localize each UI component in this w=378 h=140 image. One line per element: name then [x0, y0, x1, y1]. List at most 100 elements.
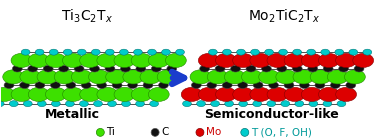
Ellipse shape [251, 49, 259, 55]
Ellipse shape [198, 53, 219, 67]
Ellipse shape [64, 49, 72, 55]
Ellipse shape [215, 53, 236, 67]
Ellipse shape [323, 65, 333, 72]
Text: Ti$_3$C$_2$T$_x$: Ti$_3$C$_2$T$_x$ [61, 8, 113, 25]
Ellipse shape [114, 87, 135, 102]
Text: Metallic: Metallic [45, 108, 100, 122]
Text: Semiconductor-like: Semiconductor-like [204, 108, 339, 122]
Ellipse shape [246, 65, 256, 72]
Ellipse shape [292, 65, 302, 72]
Ellipse shape [23, 101, 32, 107]
Ellipse shape [148, 53, 169, 67]
Ellipse shape [196, 128, 204, 136]
Ellipse shape [176, 49, 184, 55]
Ellipse shape [200, 65, 209, 72]
Ellipse shape [122, 101, 130, 107]
Ellipse shape [269, 82, 279, 88]
Ellipse shape [50, 82, 60, 88]
Ellipse shape [112, 82, 122, 88]
Ellipse shape [211, 101, 220, 107]
Ellipse shape [81, 82, 91, 88]
Ellipse shape [323, 101, 332, 107]
Ellipse shape [63, 87, 84, 102]
Ellipse shape [128, 82, 138, 88]
Ellipse shape [253, 82, 263, 88]
Ellipse shape [43, 65, 53, 72]
Ellipse shape [238, 82, 248, 88]
Ellipse shape [157, 70, 178, 84]
Ellipse shape [158, 82, 168, 88]
Ellipse shape [71, 70, 92, 84]
Ellipse shape [140, 70, 161, 84]
Ellipse shape [250, 87, 271, 102]
Ellipse shape [284, 87, 305, 102]
Ellipse shape [336, 87, 356, 102]
Ellipse shape [293, 49, 302, 55]
Ellipse shape [9, 101, 18, 107]
Text: Mo: Mo [206, 127, 221, 137]
Ellipse shape [284, 82, 294, 88]
Ellipse shape [344, 70, 365, 84]
Ellipse shape [363, 49, 372, 55]
Ellipse shape [162, 49, 170, 55]
Ellipse shape [310, 70, 331, 84]
Ellipse shape [346, 82, 356, 88]
Ellipse shape [123, 70, 144, 84]
Ellipse shape [241, 128, 249, 136]
Ellipse shape [49, 49, 58, 55]
Ellipse shape [215, 87, 236, 102]
Ellipse shape [281, 101, 290, 107]
Ellipse shape [337, 101, 346, 107]
Ellipse shape [4, 82, 14, 88]
Ellipse shape [59, 65, 68, 72]
Ellipse shape [239, 101, 248, 107]
Ellipse shape [253, 101, 262, 107]
Ellipse shape [267, 101, 276, 107]
Ellipse shape [250, 53, 271, 67]
Ellipse shape [309, 101, 318, 107]
Ellipse shape [293, 70, 314, 84]
Ellipse shape [62, 53, 83, 67]
Ellipse shape [119, 49, 128, 55]
Ellipse shape [190, 70, 211, 84]
Ellipse shape [96, 128, 104, 136]
Ellipse shape [349, 49, 358, 55]
Ellipse shape [197, 101, 205, 107]
Ellipse shape [207, 82, 217, 88]
Ellipse shape [136, 101, 144, 107]
Ellipse shape [237, 49, 245, 55]
Ellipse shape [80, 53, 101, 67]
Ellipse shape [222, 82, 232, 88]
Ellipse shape [259, 70, 279, 84]
Ellipse shape [65, 101, 74, 107]
Ellipse shape [276, 70, 297, 84]
Ellipse shape [301, 87, 322, 102]
Ellipse shape [223, 49, 231, 55]
Ellipse shape [131, 87, 152, 102]
Ellipse shape [231, 65, 240, 72]
Ellipse shape [21, 49, 30, 55]
Ellipse shape [45, 87, 66, 102]
Ellipse shape [150, 101, 158, 107]
Ellipse shape [114, 53, 135, 67]
Ellipse shape [336, 53, 356, 67]
Ellipse shape [267, 87, 288, 102]
Ellipse shape [106, 70, 127, 84]
Ellipse shape [79, 101, 88, 107]
Ellipse shape [284, 53, 305, 67]
Ellipse shape [207, 70, 228, 84]
Ellipse shape [11, 53, 32, 67]
Ellipse shape [105, 49, 114, 55]
Ellipse shape [0, 101, 4, 107]
Ellipse shape [97, 87, 118, 102]
Ellipse shape [3, 70, 23, 84]
Ellipse shape [181, 87, 202, 102]
Ellipse shape [143, 82, 153, 88]
Ellipse shape [315, 82, 325, 88]
Ellipse shape [327, 70, 348, 84]
Ellipse shape [233, 87, 254, 102]
Ellipse shape [215, 65, 225, 72]
Ellipse shape [265, 49, 273, 55]
Ellipse shape [225, 101, 234, 107]
Ellipse shape [167, 65, 177, 72]
